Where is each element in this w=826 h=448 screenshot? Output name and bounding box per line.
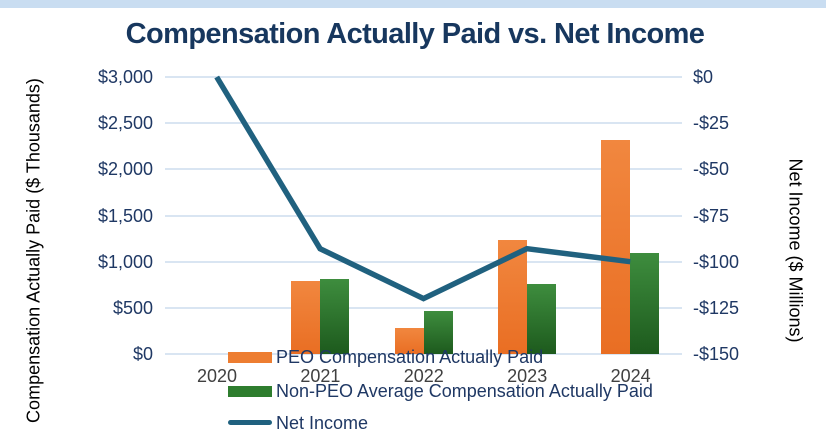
legend-label-peo: PEO Compensation Actually Paid — [276, 347, 544, 367]
legend-label-nonpeo: Non-PEO Average Compensation Actually Pa… — [276, 381, 653, 401]
left-axis-tick: $0 — [132, 344, 153, 364]
bar-peo-2022 — [394, 328, 424, 354]
legend-swatch-net-income — [228, 420, 272, 425]
right-axis-tick: -$125 — [693, 297, 740, 318]
plot-area — [165, 75, 682, 355]
right-axis-tick: -$75 — [693, 205, 730, 226]
chart-title: Compensation Actually Paid vs. Net Incom… — [125, 18, 705, 50]
left-axis-tick: $3,000 — [97, 67, 153, 87]
x-axis-label: 2024 — [610, 366, 651, 386]
bar-nonpeo-2021 — [320, 279, 350, 354]
x-axis-label: 2021 — [300, 366, 341, 386]
legend-swatch-nonpeo — [228, 386, 272, 397]
x-axis-label: 2022 — [403, 366, 444, 386]
gridline — [165, 122, 682, 125]
left-axis-tick: $2,000 — [97, 159, 153, 180]
net-income-line — [214, 75, 631, 302]
x-axis-label: 2023 — [507, 366, 548, 386]
left-axis-tick: $500 — [112, 297, 153, 318]
bar-nonpeo-2024 — [630, 253, 660, 354]
gridline — [165, 260, 682, 263]
legend-swatch-peo — [228, 352, 272, 363]
left-axis-tick: $1,000 — [97, 251, 153, 272]
right-axis-tick: -$50 — [693, 159, 730, 180]
gridline — [165, 76, 682, 78]
right-axis-tick: -$25 — [693, 113, 730, 134]
left-axis-tick: $2,500 — [97, 113, 153, 134]
gridline — [165, 168, 682, 171]
gridline — [165, 214, 682, 217]
bar-nonpeo-2022 — [423, 310, 453, 354]
top-accent-strip — [0, 0, 826, 8]
x-axis-label: 2020 — [196, 366, 238, 386]
bar-peo-2024 — [601, 139, 631, 354]
right-axis-tick: -$150 — [693, 344, 740, 364]
bar-nonpeo-2023 — [526, 283, 556, 354]
right-axis-tick: $0 — [693, 67, 714, 87]
gridline — [165, 306, 682, 309]
gridline — [165, 353, 682, 355]
legend-label-net-income: Net Income — [276, 413, 369, 433]
bar-peo-2021 — [291, 281, 321, 354]
right-axis-tick: -$100 — [693, 251, 740, 272]
left-axis-tick: $1,500 — [97, 205, 153, 226]
